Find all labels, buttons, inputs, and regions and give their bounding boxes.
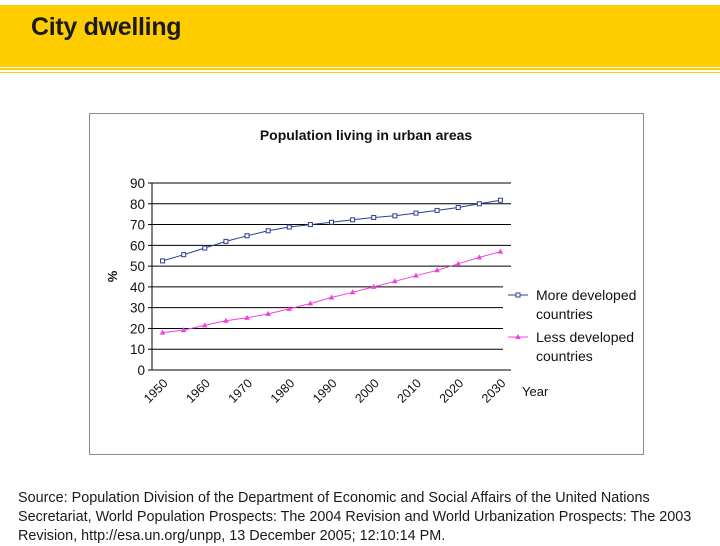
legend-label: More developed [536,287,636,303]
legend-label: countries [536,348,593,364]
data-point [392,213,398,219]
title-underline [0,68,720,70]
source-citation: Source: Population Division of the Depar… [18,490,692,544]
data-point [307,222,313,228]
x-tick-label: 2010 [395,376,425,406]
data-point [223,317,229,323]
y-axis-label: % [105,270,120,282]
urban-population-chart: Population living in urban areas01020304… [105,127,642,406]
x-tick-label: 1950 [141,376,171,406]
x-tick-label: 2000 [352,376,382,406]
data-point [476,254,483,260]
data-point [434,207,440,213]
x-tick-label: 2030 [479,376,509,406]
data-point [202,245,208,251]
y-tick-label: 70 [130,218,145,233]
data-point [371,214,377,220]
data-point [223,238,229,244]
data-point [413,272,419,278]
x-tick-label: 1980 [268,376,298,406]
data-point [349,289,356,295]
chart-frame: Population living in urban areas 0 10 20 30 4… [89,113,644,455]
data-point [180,327,187,333]
data-point [265,310,271,316]
data-point [160,258,166,264]
chart-title: Population living in urban areas [260,127,473,143]
data-point [329,219,334,225]
x-tick-label: 1970 [226,376,256,406]
data-point [181,252,187,258]
data-point [244,233,250,239]
series-line [162,199,501,262]
y-tick-label: 60 [130,238,145,253]
x-tick-label: 1990 [310,376,340,406]
series-line [162,251,501,334]
legend-marker [515,292,521,298]
legend-label: Less developed [536,329,634,345]
data-point [476,201,482,207]
data-point [497,197,503,203]
data-point [497,248,504,254]
data-point [265,228,271,234]
y-tick-label: 50 [130,259,145,274]
y-tick-label: 40 [130,280,145,295]
data-point [370,283,377,289]
legend-label: countries [536,306,593,322]
y-tick-label: 0 [137,363,145,378]
slide-title: City dwelling [31,13,182,41]
x-axis-label: Year [522,384,549,399]
data-point [455,260,462,266]
data-point [350,217,356,223]
y-tick-label: 30 [130,301,145,316]
data-point [328,294,335,300]
x-tick-label: 1960 [183,376,213,406]
data-point [392,278,398,284]
y-tick-label: 90 [130,176,145,191]
data-point [413,210,419,216]
y-tick-label: 80 [130,197,145,212]
data-point [455,205,461,211]
legend-box [503,282,642,366]
data-point [286,305,293,311]
data-point [159,329,166,335]
title-bar [0,5,720,67]
data-point [434,267,440,273]
data-point [307,300,314,306]
data-point [244,314,250,320]
y-tick-label: 20 [130,321,145,336]
title-underline-thin [0,72,720,73]
y-tick-label: 10 [130,342,145,357]
data-point [201,322,208,328]
x-tick-label: 2020 [437,376,467,406]
data-point [286,224,292,230]
legend-marker [515,334,521,339]
